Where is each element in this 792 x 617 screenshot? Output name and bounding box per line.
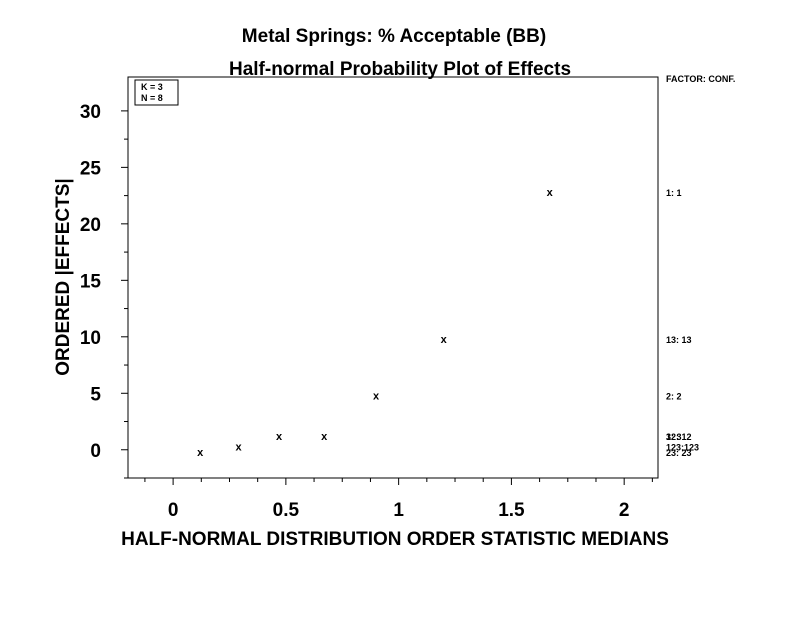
x-axis-label: HALF-NORMAL DISTRIBUTION ORDER STATISTIC… [121,529,669,550]
y-tick-label: 15 [80,271,102,292]
data-points: x x x x x x x [197,187,554,459]
data-point: x [197,447,204,459]
factor-label: 3: 3 [666,432,682,442]
factor-label: 2: 2 [666,392,682,402]
info-box-n: N = 8 [141,93,163,103]
info-box-k: K = 3 [141,82,163,92]
x-tick-label: 0 [168,500,179,521]
x-tick-label: 1 [393,500,404,521]
factor-label: 12: 12 [666,432,692,442]
y-tick-label: 0 [90,441,101,462]
y-tick-label: 20 [80,215,101,236]
data-point: x [321,431,328,443]
x-tick-label: 1.5 [498,500,525,521]
y-tick-label: 25 [80,158,102,179]
data-point: x [276,431,283,443]
y-axis: 0 5 10 15 20 25 30 [80,102,128,479]
y-tick-label: 30 [80,102,101,123]
data-point: x [235,441,242,453]
y-tick-label: 10 [80,328,101,349]
chart-subtitle: Half-normal Probability Plot of Effects [229,59,571,80]
data-point: x [373,391,380,403]
factor-label: 123:123 [666,442,699,452]
factor-label: 23: 23 [666,448,692,458]
y-tick-label: 5 [90,384,101,405]
factor-header: FACTOR: CONF. [666,74,735,84]
y-axis-label: ORDERED |EFFECTS| [53,178,74,375]
info-box [134,79,179,106]
x-tick-label: 2 [619,500,630,521]
chart-title: Metal Springs: % Acceptable (BB) [242,26,546,47]
factor-label: 1: 1 [666,188,682,198]
plot-frame [127,76,659,479]
factor-label: 13: 13 [666,335,692,345]
data-point: x [441,334,448,346]
x-tick-label: 0.5 [273,500,300,521]
data-point: x [547,187,554,199]
x-axis: 0 0.5 1 1.5 2 [144,478,653,521]
